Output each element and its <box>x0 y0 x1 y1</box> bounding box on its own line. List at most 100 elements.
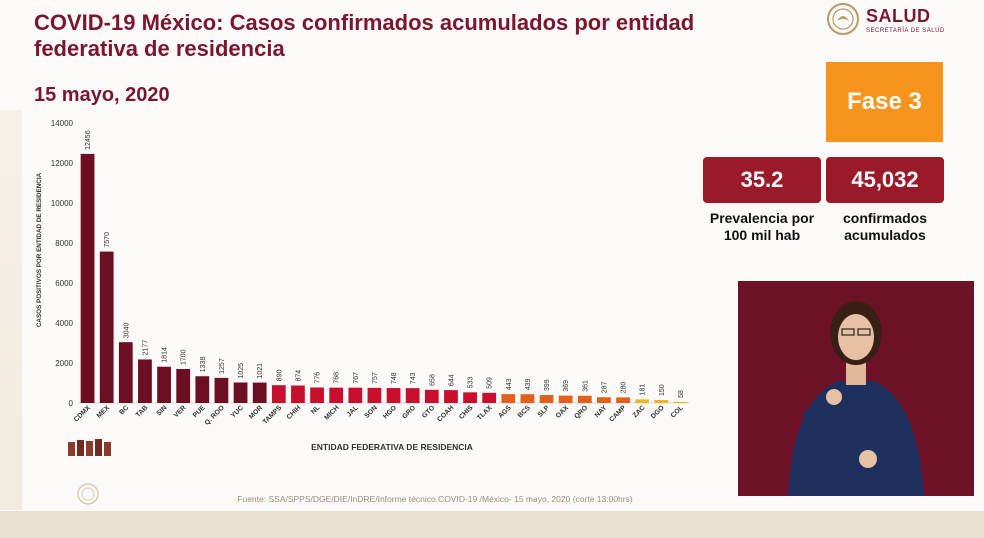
category-label: CHIS <box>458 404 475 421</box>
y-tick-label: 6000 <box>55 279 73 288</box>
category-label: SON <box>363 404 378 419</box>
salud-logo-subtitle: SECRETARÍA DE SALUD <box>866 28 945 34</box>
x-axis-label: ENTIDAD FEDERATIVA DE RESIDENCIA <box>311 442 473 452</box>
value-label: 768 <box>334 372 341 384</box>
y-tick-label: 4000 <box>55 319 73 328</box>
y-tick-label: 12000 <box>51 159 74 168</box>
bar-ver <box>176 369 191 403</box>
category-label: Q. ROO <box>204 404 226 426</box>
bar-mex <box>99 251 114 403</box>
bar-pue <box>195 376 210 403</box>
category-label: BCS <box>517 404 532 419</box>
value-label: 1338 <box>200 357 207 373</box>
value-label: 533 <box>468 377 475 389</box>
category-label: DGO <box>650 404 666 420</box>
category-label: MICH <box>323 404 340 421</box>
sign-language-interpreter-video <box>738 281 974 496</box>
confirmed-caption: confirmados acumulados <box>842 210 927 243</box>
category-label: HGO <box>382 404 398 420</box>
value-label: 767 <box>353 372 360 384</box>
bar-coah <box>444 390 458 403</box>
historical-figures-icon <box>68 439 111 456</box>
category-label: QRO <box>573 404 589 420</box>
footer-band <box>0 511 984 538</box>
value-label: 280 <box>621 382 628 394</box>
value-label: 361 <box>582 380 589 392</box>
value-label: 369 <box>563 380 570 392</box>
seal-watermark-icon <box>77 483 99 505</box>
national-seal-icon <box>827 3 859 35</box>
category-label: GTO <box>421 404 436 419</box>
bar-chih <box>291 385 305 403</box>
phase-badge: Fase 3 <box>826 62 943 142</box>
salud-logo: SALUD SECRETARÍA DE SALUD <box>826 2 976 42</box>
value-label: 743 <box>410 372 417 384</box>
value-label: 439 <box>525 378 532 390</box>
bar-bcs <box>520 394 535 403</box>
bar-mich <box>329 387 344 403</box>
category-label: CDMX <box>73 404 92 423</box>
bar-camp <box>616 397 630 403</box>
y-tick-label: 2000 <box>55 359 73 368</box>
bar-bc <box>118 342 133 403</box>
category-label: PUE <box>192 404 207 419</box>
value-label: 757 <box>372 372 379 384</box>
bar-son <box>367 387 382 403</box>
y-tick-label: 14000 <box>51 119 74 128</box>
y-tick-label: 8000 <box>55 239 73 248</box>
value-label: 1257 <box>219 358 226 374</box>
value-label: 443 <box>506 378 513 390</box>
interpreter-figure <box>788 301 924 496</box>
bar-gro <box>405 388 420 403</box>
background-pattern <box>0 110 22 510</box>
value-label: 509 <box>487 377 494 389</box>
bar-dgo <box>654 400 669 403</box>
report-date: 15 mayo, 2020 <box>34 84 170 106</box>
category-label: SLP <box>537 404 552 419</box>
value-label: 7570 <box>104 232 111 248</box>
salud-logo-text: SALUD <box>866 6 931 26</box>
bar-sin <box>157 366 171 403</box>
bar-oax <box>558 395 573 403</box>
bar-cdmx <box>80 153 95 403</box>
value-label: 776 <box>315 372 322 384</box>
y-axis-label: CASOS POSITIVOS POR ENTIDAD DE RESIDENCI… <box>36 172 43 327</box>
category-label: COAH <box>436 404 455 423</box>
bar-jal <box>348 387 363 403</box>
value-label: 874 <box>295 370 302 382</box>
prevalence-caption: Prevalencia por 100 mil hab <box>709 210 815 243</box>
category-label: TAB <box>135 404 150 419</box>
category-label: VER <box>173 404 188 419</box>
category-label: CHIH <box>286 404 303 421</box>
bar-tab <box>138 359 152 403</box>
value-label: 1814 <box>162 347 169 363</box>
category-label: ZAC <box>632 404 647 419</box>
value-label: 12456 <box>85 130 92 150</box>
bar-nl <box>310 387 324 403</box>
value-label: 1700 <box>181 349 188 365</box>
value-label: 58 <box>678 390 685 398</box>
bar-q-roo <box>214 377 229 403</box>
page-title: COVID-19 México: Casos confirmados acumu… <box>34 10 695 61</box>
value-label: 2177 <box>142 340 149 356</box>
bar-zac <box>635 399 650 403</box>
category-label: NAY <box>594 404 609 419</box>
value-label: 1025 <box>238 363 245 379</box>
category-label: YUC <box>230 404 245 419</box>
bar-hgo <box>386 388 401 403</box>
bar-slp <box>539 395 554 403</box>
category-label: MOR <box>248 404 264 420</box>
value-label: 181 <box>640 384 647 396</box>
bar-qro <box>577 395 592 403</box>
category-label: SIN <box>156 404 169 417</box>
bar-gto <box>424 389 439 403</box>
source-note: Fuente: SSA/SPPS/DGE/DIE/InDRE/Informe t… <box>237 494 633 504</box>
value-label: 399 <box>544 379 551 391</box>
category-label: NL <box>310 404 321 415</box>
y-tick-label: 0 <box>69 399 74 408</box>
bar-col <box>673 401 688 403</box>
bar-yuc <box>233 382 248 403</box>
value-label: 3040 <box>123 323 130 339</box>
bars: 12456 CDMX 7570 MEX 3040 BC 2177 TAB 1814 SIN 1700… <box>73 130 688 427</box>
